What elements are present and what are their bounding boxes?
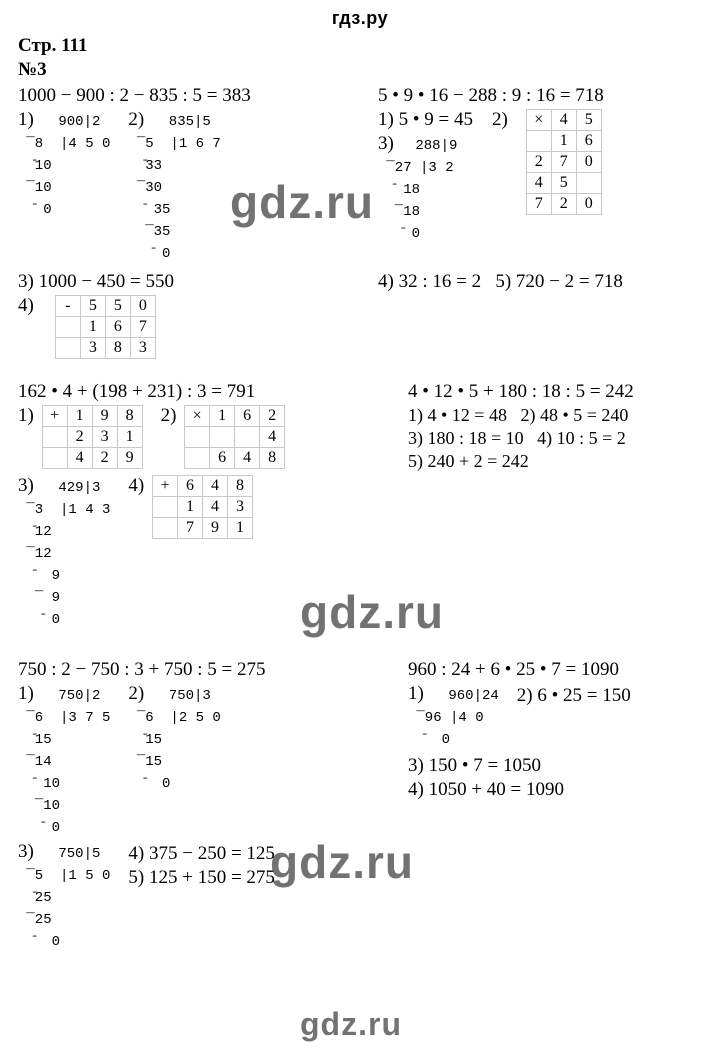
grid-45x16: ×45 16 270 45 720 [526, 109, 602, 215]
eq-d1: 1) 4 • 12 = 48 [408, 405, 507, 425]
longdiv-835-5: 835|5 ‾5 |1 6 7 ̄33 ‾30 ̄ 35 ‾35 ̄ 0 [128, 114, 220, 262]
eq-b: 5 • 9 • 16 − 288 : 9 : 16 = 718 [378, 85, 702, 107]
label-e2: 2) [128, 683, 144, 704]
label-4: 4) [18, 295, 34, 317]
eq-f2: 2) 6 • 25 = 150 [517, 685, 631, 707]
eq-d2: 2) 48 • 5 = 240 [520, 405, 628, 425]
watermark: gdz.ru [300, 1006, 402, 1043]
longdiv-750-2: 750|2 ‾6 |3 7 5 ̄15 ‾14 ̄ 10 ‾10 ̄ 0 [18, 688, 110, 836]
eq-e4: 4) 375 − 250 = 125 [128, 843, 275, 865]
eq-f4: 4) 1050 + 40 = 1090 [408, 779, 702, 801]
eq-b1: 1) 5 • 9 = 45 [378, 109, 473, 130]
label-c2: 2) [161, 405, 177, 426]
grid-550-167: -550 167 383 [55, 295, 156, 359]
label-c1: 1) [18, 405, 34, 426]
eq-e5: 5) 125 + 150 = 275 [128, 867, 275, 889]
label-e3: 3) [18, 841, 34, 862]
eq-b3: 3) [378, 133, 394, 154]
eq-a5: 5) 720 − 2 = 718 [495, 271, 623, 292]
block-3: 750 : 2 − 750 : 3 + 750 : 5 = 275 1) 750… [18, 657, 702, 951]
eq-c: 162 • 4 + (198 + 231) : 3 = 791 [18, 381, 398, 403]
eq-f: 960 : 24 + 6 • 25 • 7 = 1090 [408, 659, 702, 681]
eq-d: 4 • 12 • 5 + 180 : 18 : 5 = 242 [408, 381, 702, 403]
eq-d5: 5) 240 + 2 = 242 [408, 451, 702, 472]
eq-e: 750 : 2 − 750 : 3 + 750 : 5 = 275 [18, 659, 398, 681]
label-2: 2) [128, 109, 144, 130]
block-1: 1000 − 900 : 2 − 835 : 5 = 383 1) 900|2 … [18, 83, 702, 359]
longdiv-429-3: 429|3 ‾3 |1 4 3 ̄12 ‾12 ̄ 9 ‾ 9 ̄ 0 [18, 480, 110, 628]
eq-b2: 2) [492, 109, 508, 130]
eq-a4-32: 4) 32 : 16 = 2 [378, 271, 481, 292]
eq-d4: 4) 10 : 5 = 2 [537, 428, 626, 448]
block-2: 162 • 4 + (198 + 231) : 3 = 791 1) +198 … [18, 379, 702, 629]
problem-label: №3 [18, 59, 702, 81]
eq-f3: 3) 150 • 7 = 1050 [408, 755, 702, 777]
eq-a: 1000 − 900 : 2 − 835 : 5 = 383 [18, 85, 368, 107]
eq-a3: 3) 1000 − 450 = 550 [18, 271, 368, 293]
page-content: Стр. 111 №3 1000 − 900 : 2 − 835 : 5 = 3… [0, 29, 720, 951]
grid-198+231: +198 231 429 [42, 405, 143, 469]
grid-648+143: +648 143 791 [152, 475, 253, 539]
label-c4: 4) [128, 475, 144, 496]
eq-d3: 3) 180 : 18 = 10 [408, 428, 524, 448]
grid-162x4: ×162 4 648 [184, 405, 285, 469]
label-1: 1) [18, 109, 34, 130]
label-c3: 3) [18, 475, 34, 496]
page-label: Стр. 111 [18, 35, 702, 57]
label-e1: 1) [18, 683, 34, 704]
site-header: гдз.ру [0, 0, 720, 29]
eq-f1: 1) [408, 683, 424, 704]
